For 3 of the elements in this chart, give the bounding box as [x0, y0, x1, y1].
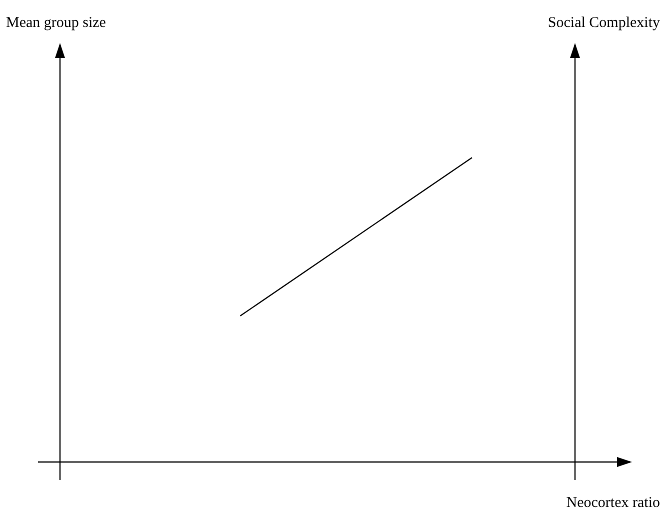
x-axis-title: Neocortex ratio — [566, 495, 660, 511]
text: Social Complexity — [548, 15, 660, 31]
text: Mean group size — [6, 15, 106, 31]
